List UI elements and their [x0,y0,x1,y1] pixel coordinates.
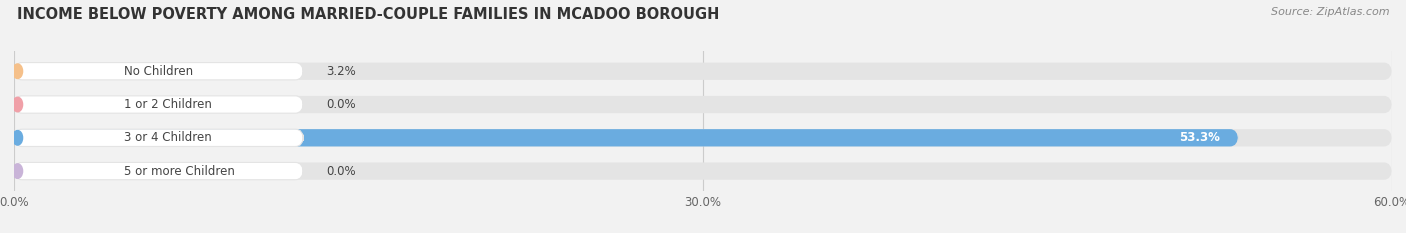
Circle shape [13,164,22,178]
FancyBboxPatch shape [14,162,304,180]
Circle shape [13,97,22,112]
Circle shape [13,130,22,145]
FancyBboxPatch shape [14,96,1392,113]
Circle shape [13,64,22,79]
FancyBboxPatch shape [14,96,304,113]
FancyBboxPatch shape [14,162,1392,180]
Text: 3 or 4 Children: 3 or 4 Children [124,131,212,144]
FancyBboxPatch shape [14,129,304,147]
FancyBboxPatch shape [14,129,1392,147]
FancyBboxPatch shape [14,63,1392,80]
Text: 53.3%: 53.3% [1178,131,1220,144]
Text: INCOME BELOW POVERTY AMONG MARRIED-COUPLE FAMILIES IN MCADOO BOROUGH: INCOME BELOW POVERTY AMONG MARRIED-COUPL… [17,7,720,22]
Text: 0.0%: 0.0% [326,98,356,111]
FancyBboxPatch shape [14,63,87,80]
Text: 3.2%: 3.2% [326,65,356,78]
Text: 0.0%: 0.0% [326,164,356,178]
Text: 5 or more Children: 5 or more Children [124,164,235,178]
FancyBboxPatch shape [14,63,304,80]
Text: No Children: No Children [124,65,193,78]
Text: 1 or 2 Children: 1 or 2 Children [124,98,212,111]
FancyBboxPatch shape [14,129,1239,147]
Text: Source: ZipAtlas.com: Source: ZipAtlas.com [1271,7,1389,17]
